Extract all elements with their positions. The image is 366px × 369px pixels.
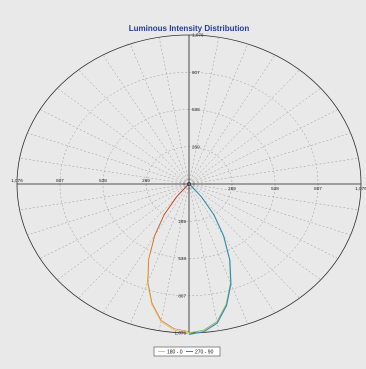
tick-label-right-1: 269 (228, 186, 236, 191)
grid-spoke-320 (78, 183, 190, 299)
grid-spoke-200 (129, 43, 190, 185)
grid-spoke-350 (158, 183, 190, 331)
grid-spoke-290 (27, 183, 190, 236)
tick-label-right-3: 807 (314, 186, 322, 191)
tick-label-up-4: 1,076 (192, 33, 204, 38)
grid-spoke-230 (57, 88, 190, 185)
grid-spoke-110 (188, 132, 351, 185)
tick-label-up-3: 807 (192, 70, 200, 75)
grid-spoke-140 (188, 69, 300, 185)
grid-spoke-340 (129, 183, 190, 325)
grid-spoke-20 (188, 183, 249, 325)
tick-label-left-2: 807 (56, 178, 64, 183)
grid-spoke-310 (57, 183, 190, 280)
series-2-right-curve (188, 183, 232, 335)
tick-label-left-1: 1,076 (11, 178, 23, 183)
chart-title: Luminous Intensity Distribution (129, 24, 250, 33)
tick-label-left-3: 538 (99, 178, 107, 183)
grid-spoke-250 (27, 132, 190, 185)
grid-spoke-30 (188, 183, 276, 314)
polar-grid (16, 34, 362, 334)
grid-spoke-260 (19, 157, 190, 185)
tick-label-down-1: 269 (178, 219, 186, 224)
grid-spoke-70 (188, 183, 351, 236)
grid-spoke-170 (188, 37, 220, 185)
tick-label-up-2: 538 (192, 107, 200, 112)
grid-spoke-10 (188, 183, 220, 331)
tick-label-down-3: 807 (178, 293, 186, 298)
grid-spoke-190 (158, 37, 190, 185)
intensity-curves (146, 182, 232, 335)
legend-label-series-2: 270 - 90 (195, 350, 214, 356)
grid-spoke-100 (188, 157, 359, 185)
grid-spoke-210 (102, 54, 190, 185)
grid-spoke-40 (188, 183, 300, 299)
tick-label-down-2: 538 (178, 256, 186, 261)
series-2-left-curve (147, 183, 190, 332)
grid-spoke-80 (188, 183, 359, 211)
grid-spoke-50 (188, 183, 321, 280)
tick-labels: 269 538 807 1,076 1,076 807 538 269 269 538 807 1,0… (11, 33, 366, 336)
grid-spoke-160 (188, 43, 249, 185)
grid-spoke-280 (19, 183, 190, 211)
grid-spoke-330 (102, 183, 190, 314)
legend-label-series-1: 180 - 0 (167, 350, 183, 356)
tick-label-up-1: 269 (192, 144, 200, 149)
grid-spoke-220 (78, 69, 190, 185)
grid-spoke-150 (188, 54, 276, 185)
legend: 180 - 0 270 - 90 (153, 346, 221, 357)
tick-label-down-4: 1,076 (175, 331, 187, 336)
tick-label-left-4: 269 (142, 178, 150, 183)
center-marker (187, 182, 191, 186)
tick-label-right-4: 1,076 (355, 186, 366, 191)
grid-spoke-130 (188, 88, 321, 185)
tick-label-right-2: 538 (271, 186, 279, 191)
